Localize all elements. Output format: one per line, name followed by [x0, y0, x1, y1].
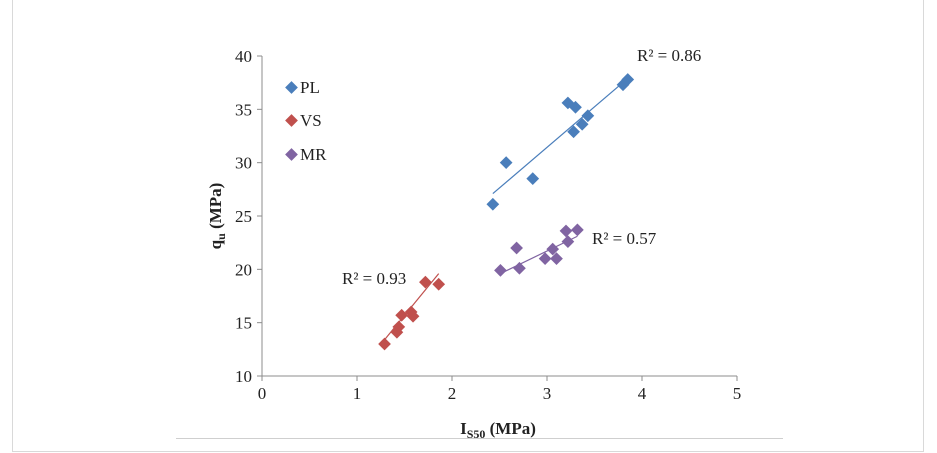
point-vs: [392, 320, 406, 334]
y-axis-title: qu (MPa): [206, 183, 228, 250]
point-vs: [432, 277, 446, 291]
point-mr: [550, 252, 563, 266]
y-tick-label: 40: [235, 47, 252, 66]
caption-divider: [176, 438, 783, 439]
point-mr: [494, 264, 507, 277]
legend-marker-mr: [285, 148, 298, 161]
point-mr: [571, 223, 584, 237]
point-pl: [526, 172, 540, 186]
x-axis-title: IS50 (MPa): [460, 419, 536, 441]
x-tick-label: 5: [733, 384, 742, 403]
figure-frame: [12, 0, 924, 452]
x-tick-label: 4: [638, 384, 647, 403]
point-mr: [510, 241, 523, 255]
y-tick-label: 25: [235, 207, 252, 226]
point-mr: [538, 252, 552, 266]
r2-label-pl: R² = 0.86: [637, 46, 701, 65]
x-tick-label: 1: [353, 384, 362, 403]
legend-label-vs: VS: [300, 111, 322, 130]
legend-label-mr: MR: [300, 145, 327, 164]
x-tick-label: 2: [448, 384, 457, 403]
legend-item-pl: PL: [285, 78, 320, 97]
legend-marker-vs: [285, 114, 298, 127]
y-tick-label: 10: [235, 367, 252, 386]
y-tick-label: 20: [235, 260, 252, 279]
x-tick-label: 3: [543, 384, 552, 403]
point-pl: [486, 197, 500, 211]
legend-item-vs: VS: [285, 111, 322, 130]
point-mr: [561, 235, 575, 248]
r2-label-mr: R² = 0.57: [592, 229, 657, 248]
legend: PL VS MR: [285, 78, 327, 164]
r2-label-vs: R² = 0.93: [342, 269, 406, 288]
point-pl: [567, 125, 580, 139]
y-tick-label: 35: [235, 100, 252, 119]
y-tick-label: 15: [235, 314, 252, 333]
legend-item-mr: MR: [285, 145, 327, 164]
legend-marker-pl: [285, 81, 298, 94]
trendline-pl: [492, 77, 629, 195]
point-vs: [406, 309, 420, 323]
y-tick-label: 30: [235, 154, 252, 173]
point-vs: [419, 275, 432, 289]
point-pl: [499, 156, 513, 170]
point-vs: [378, 337, 391, 351]
legend-label-pl: PL: [300, 78, 320, 97]
points-layer: [378, 73, 635, 351]
point-mr: [513, 261, 526, 275]
x-tick-label: 0: [258, 384, 267, 403]
axes-layer: 10 15 20 25 30 35 40 0 1 2 3 4 5: [235, 47, 741, 403]
point-mr: [559, 224, 573, 238]
